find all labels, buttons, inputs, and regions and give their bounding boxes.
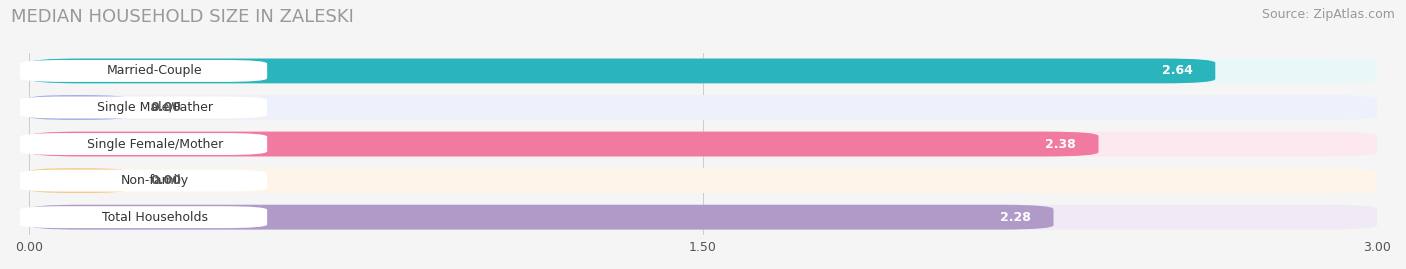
FancyBboxPatch shape (30, 205, 1376, 230)
FancyBboxPatch shape (20, 60, 267, 82)
FancyBboxPatch shape (30, 132, 1376, 157)
FancyBboxPatch shape (30, 59, 1215, 83)
Text: 0.00: 0.00 (150, 101, 181, 114)
Text: Married-Couple: Married-Couple (107, 65, 202, 77)
Text: Total Households: Total Households (101, 211, 208, 224)
FancyBboxPatch shape (30, 168, 128, 193)
FancyBboxPatch shape (30, 132, 1098, 157)
FancyBboxPatch shape (30, 205, 1053, 230)
Text: 0.00: 0.00 (150, 174, 181, 187)
FancyBboxPatch shape (30, 168, 1376, 193)
FancyBboxPatch shape (30, 95, 128, 120)
FancyBboxPatch shape (30, 95, 1376, 120)
Text: Single Female/Mother: Single Female/Mother (87, 137, 224, 151)
FancyBboxPatch shape (20, 170, 267, 192)
Text: Non-family: Non-family (121, 174, 188, 187)
Text: Source: ZipAtlas.com: Source: ZipAtlas.com (1261, 8, 1395, 21)
FancyBboxPatch shape (30, 59, 1376, 83)
FancyBboxPatch shape (20, 97, 267, 118)
FancyBboxPatch shape (20, 133, 267, 155)
FancyBboxPatch shape (20, 206, 267, 228)
Text: MEDIAN HOUSEHOLD SIZE IN ZALESKI: MEDIAN HOUSEHOLD SIZE IN ZALESKI (11, 8, 354, 26)
Text: 2.64: 2.64 (1161, 65, 1192, 77)
Text: Single Male/Father: Single Male/Father (97, 101, 212, 114)
Text: 2.28: 2.28 (1000, 211, 1031, 224)
Text: 2.38: 2.38 (1045, 137, 1076, 151)
